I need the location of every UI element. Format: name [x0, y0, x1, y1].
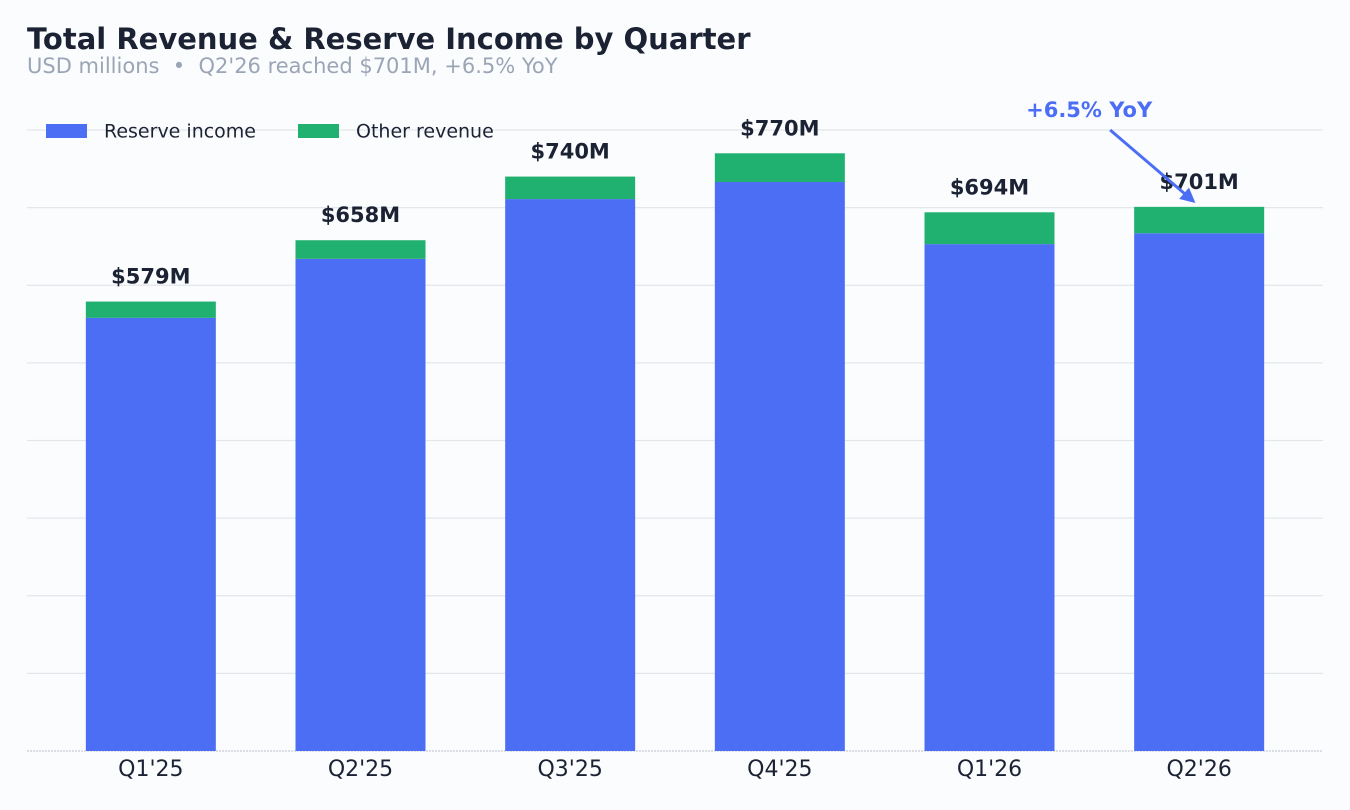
legend-label: Other revenue: [356, 121, 494, 143]
x-tick-label: Q2'26: [1166, 757, 1231, 782]
total-label: $658M: [321, 203, 400, 227]
x-tick-label: Q4'25: [747, 757, 812, 782]
bar-segment: [295, 240, 426, 259]
bar-segment: [295, 258, 426, 751]
total-label: $740M: [530, 140, 609, 164]
legend-swatch: [46, 124, 87, 138]
x-tick-label: Q2'25: [328, 757, 393, 782]
x-tick-label: Q1'26: [957, 757, 1022, 782]
bar-segment: [714, 182, 845, 752]
bar-segment: [85, 317, 216, 751]
bar-segment: [1134, 206, 1265, 234]
bar-segment: [505, 199, 636, 751]
total-label: $579M: [111, 265, 190, 289]
legend-swatch: [298, 124, 339, 138]
chart-title: Total Revenue & Reserve Income by Quarte…: [27, 22, 751, 56]
chart-subtitle: USD millions • Q2'26 reached $701M, +6.5…: [27, 54, 558, 78]
legend-label: Reserve income: [104, 121, 256, 143]
annotation-arrow: [1109, 128, 1196, 203]
x-tick-label: Q3'25: [537, 757, 602, 782]
bar-segment: [85, 301, 216, 318]
x-tick-label: Q1'25: [118, 757, 183, 782]
bar-segment: [505, 176, 636, 200]
bar-segment: [1134, 233, 1265, 751]
bar-segment: [924, 212, 1055, 245]
bar-segment: [924, 244, 1055, 751]
annotation: +6.5% YoY: [1026, 98, 1153, 122]
total-label: $694M: [950, 175, 1029, 199]
total-label: $770M: [740, 116, 819, 140]
bar-segment: [714, 153, 845, 183]
